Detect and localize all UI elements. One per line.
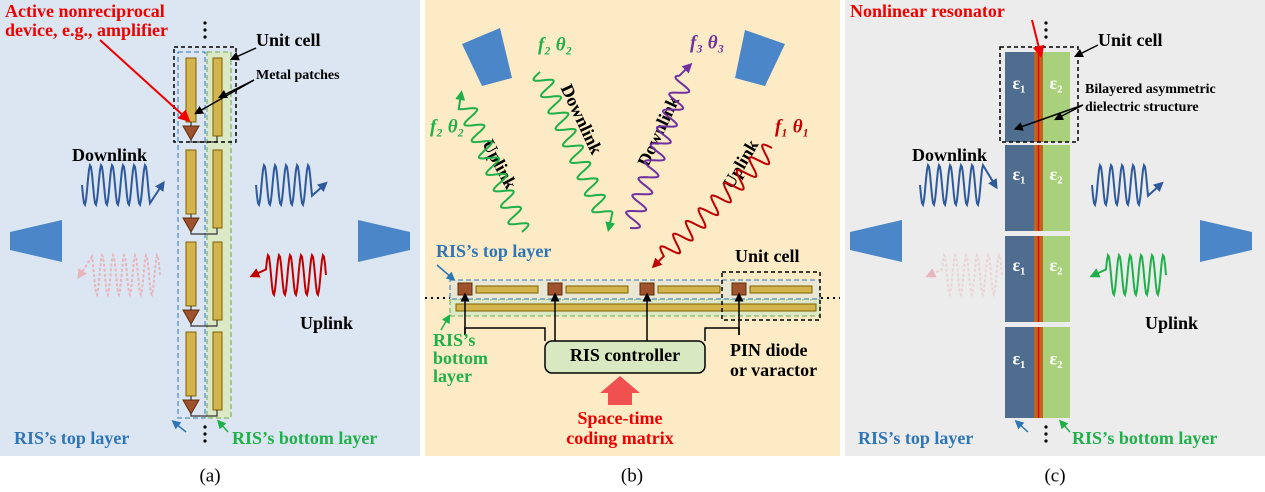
diode — [458, 283, 472, 295]
dielectric-2 — [1043, 236, 1070, 322]
downlink-label: Downlink — [912, 145, 987, 165]
beam-label: f₂ θ₂ — [538, 34, 572, 55]
device-label: device, e.g., amplifier — [5, 20, 168, 40]
metal-patch — [566, 286, 628, 293]
epsilon-label: ε₁ — [1012, 255, 1025, 275]
dielectric-1 — [1005, 52, 1034, 142]
bottom-layer-label: RIS’s — [433, 330, 475, 350]
top-layer-label: RIS’s top layer — [436, 241, 551, 261]
figure: Active nonreciprocal device, e.g., ampli… — [0, 0, 1265, 492]
downlink-label: Downlink — [72, 145, 147, 165]
dielectric-1 — [1005, 327, 1034, 418]
metal-patch — [213, 58, 222, 136]
controller-label: RIS controller — [570, 345, 680, 365]
metal-patch — [186, 332, 196, 396]
dielectric-1 — [1005, 145, 1034, 231]
bottom-layer-label: RIS’s bottom layer — [1072, 428, 1217, 448]
ground-strip — [456, 304, 816, 311]
metal-patch — [186, 150, 196, 214]
metal-patch — [213, 242, 222, 320]
unit-cell-label: Unit cell — [256, 30, 321, 50]
unit-cell-label: Unit cell — [1098, 30, 1163, 50]
coding-label: coding matrix — [566, 428, 674, 448]
element-label: PIN diode — [730, 340, 808, 360]
bottom-layer-label: bottom — [433, 348, 488, 368]
epsilon-label: ε₂ — [1049, 164, 1062, 184]
dielectric-1 — [1005, 236, 1034, 322]
beam-label: f₁ θ₁ — [775, 116, 809, 137]
panel-c: ε₁ ε₂ ε₁ ε₂ ε₁ ε₂ ε₁ ε₂ Nonlinear resonator Uni… — [845, 0, 1265, 456]
metal-patch — [476, 286, 538, 293]
metal-patch — [186, 58, 196, 122]
page: {"panel_a": {"caption": "(a)", "device_l… — [0, 0, 1265, 492]
structure-label: Bilayered asymmetric — [1085, 82, 1216, 97]
epsilon-label: ε₂ — [1049, 349, 1062, 369]
beam-label: f₃ θ₃ — [690, 32, 724, 53]
bottom-layer-label: layer — [433, 366, 472, 386]
epsilon-label: ε₂ — [1049, 73, 1062, 93]
dielectric-2 — [1043, 145, 1070, 231]
coding-label: Space-time — [578, 408, 663, 428]
metal-patch — [213, 332, 222, 410]
uplink-label: Uplink — [1145, 313, 1198, 333]
structure-label: dielectric structure — [1085, 100, 1199, 115]
metal-patch — [750, 286, 812, 293]
element-label: or varactor — [730, 360, 817, 380]
top-layer-label: RIS’s top layer — [858, 428, 973, 448]
metal-patch — [186, 242, 196, 306]
dielectric-2 — [1043, 327, 1070, 418]
dielectric-2 — [1043, 52, 1070, 142]
bottom-layer-label: RIS’s bottom layer — [232, 428, 377, 448]
metal-patches-label: Metal patches — [256, 68, 340, 83]
beam-label: f₂ θ₂ — [430, 116, 464, 137]
resonator-label: Nonlinear resonator — [850, 1, 1005, 21]
metal-patch — [658, 286, 720, 293]
caption: (b) — [621, 465, 643, 486]
uplink-label: Uplink — [300, 313, 353, 333]
top-layer-label: RIS’s top layer — [14, 428, 129, 448]
epsilon-label: ε₁ — [1012, 349, 1025, 369]
caption: (a) — [199, 465, 220, 486]
epsilon-label: ε₁ — [1012, 73, 1025, 93]
caption: (c) — [1044, 465, 1065, 486]
device-label: Active nonreciprocal — [5, 1, 165, 21]
epsilon-label: ε₂ — [1049, 255, 1062, 275]
diode — [640, 283, 654, 295]
unit-cell-label: Unit cell — [735, 246, 800, 266]
diode — [732, 283, 746, 295]
epsilon-label: ε₁ — [1012, 164, 1025, 184]
metal-patch — [213, 150, 222, 228]
diode — [548, 283, 562, 295]
panel-a: Active nonreciprocal device, e.g., ampli… — [0, 0, 420, 456]
